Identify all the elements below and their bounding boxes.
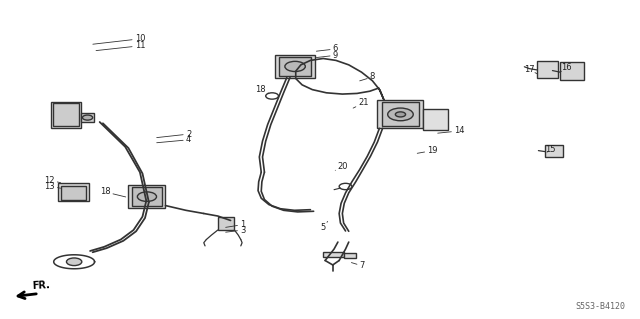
Text: 9: 9 — [316, 51, 338, 60]
Circle shape — [396, 112, 406, 117]
Text: 10: 10 — [93, 34, 145, 44]
Text: 6: 6 — [316, 44, 338, 54]
Text: 5: 5 — [320, 221, 328, 232]
Text: 16: 16 — [560, 63, 572, 72]
Text: 12: 12 — [44, 176, 61, 185]
Circle shape — [285, 61, 305, 71]
Text: 15: 15 — [545, 145, 556, 154]
Text: 11: 11 — [96, 41, 145, 51]
Bar — [560, 62, 584, 80]
Text: 7: 7 — [351, 261, 365, 271]
Circle shape — [138, 192, 157, 201]
Bar — [275, 55, 315, 78]
Text: 17: 17 — [524, 65, 537, 74]
Bar — [132, 188, 162, 206]
Text: 18: 18 — [255, 85, 269, 94]
Bar — [382, 102, 419, 126]
Circle shape — [83, 115, 93, 120]
Text: 1: 1 — [226, 220, 245, 229]
Bar — [218, 217, 234, 230]
Text: 4: 4 — [157, 135, 191, 144]
Bar — [61, 186, 86, 199]
Bar — [58, 183, 89, 201]
Bar — [344, 253, 356, 258]
Text: 14: 14 — [438, 126, 465, 135]
Text: 21: 21 — [353, 99, 369, 108]
Text: 2: 2 — [157, 130, 191, 138]
Circle shape — [388, 108, 413, 121]
Bar — [537, 61, 557, 78]
Bar — [51, 102, 81, 128]
Text: 20: 20 — [335, 162, 348, 171]
Bar — [53, 103, 79, 126]
Bar — [323, 252, 344, 257]
Text: S5S3-B4120: S5S3-B4120 — [575, 302, 625, 311]
Text: 8: 8 — [360, 72, 375, 81]
Circle shape — [67, 258, 82, 266]
Bar — [424, 109, 448, 130]
Text: 3: 3 — [226, 226, 246, 234]
Bar — [129, 185, 166, 208]
Bar — [545, 145, 563, 157]
Bar — [378, 100, 424, 128]
Bar — [81, 113, 94, 122]
Text: FR.: FR. — [31, 280, 50, 291]
Bar — [279, 57, 311, 76]
Text: 19: 19 — [417, 146, 438, 155]
Text: 13: 13 — [44, 182, 61, 191]
Text: 18: 18 — [100, 187, 125, 197]
